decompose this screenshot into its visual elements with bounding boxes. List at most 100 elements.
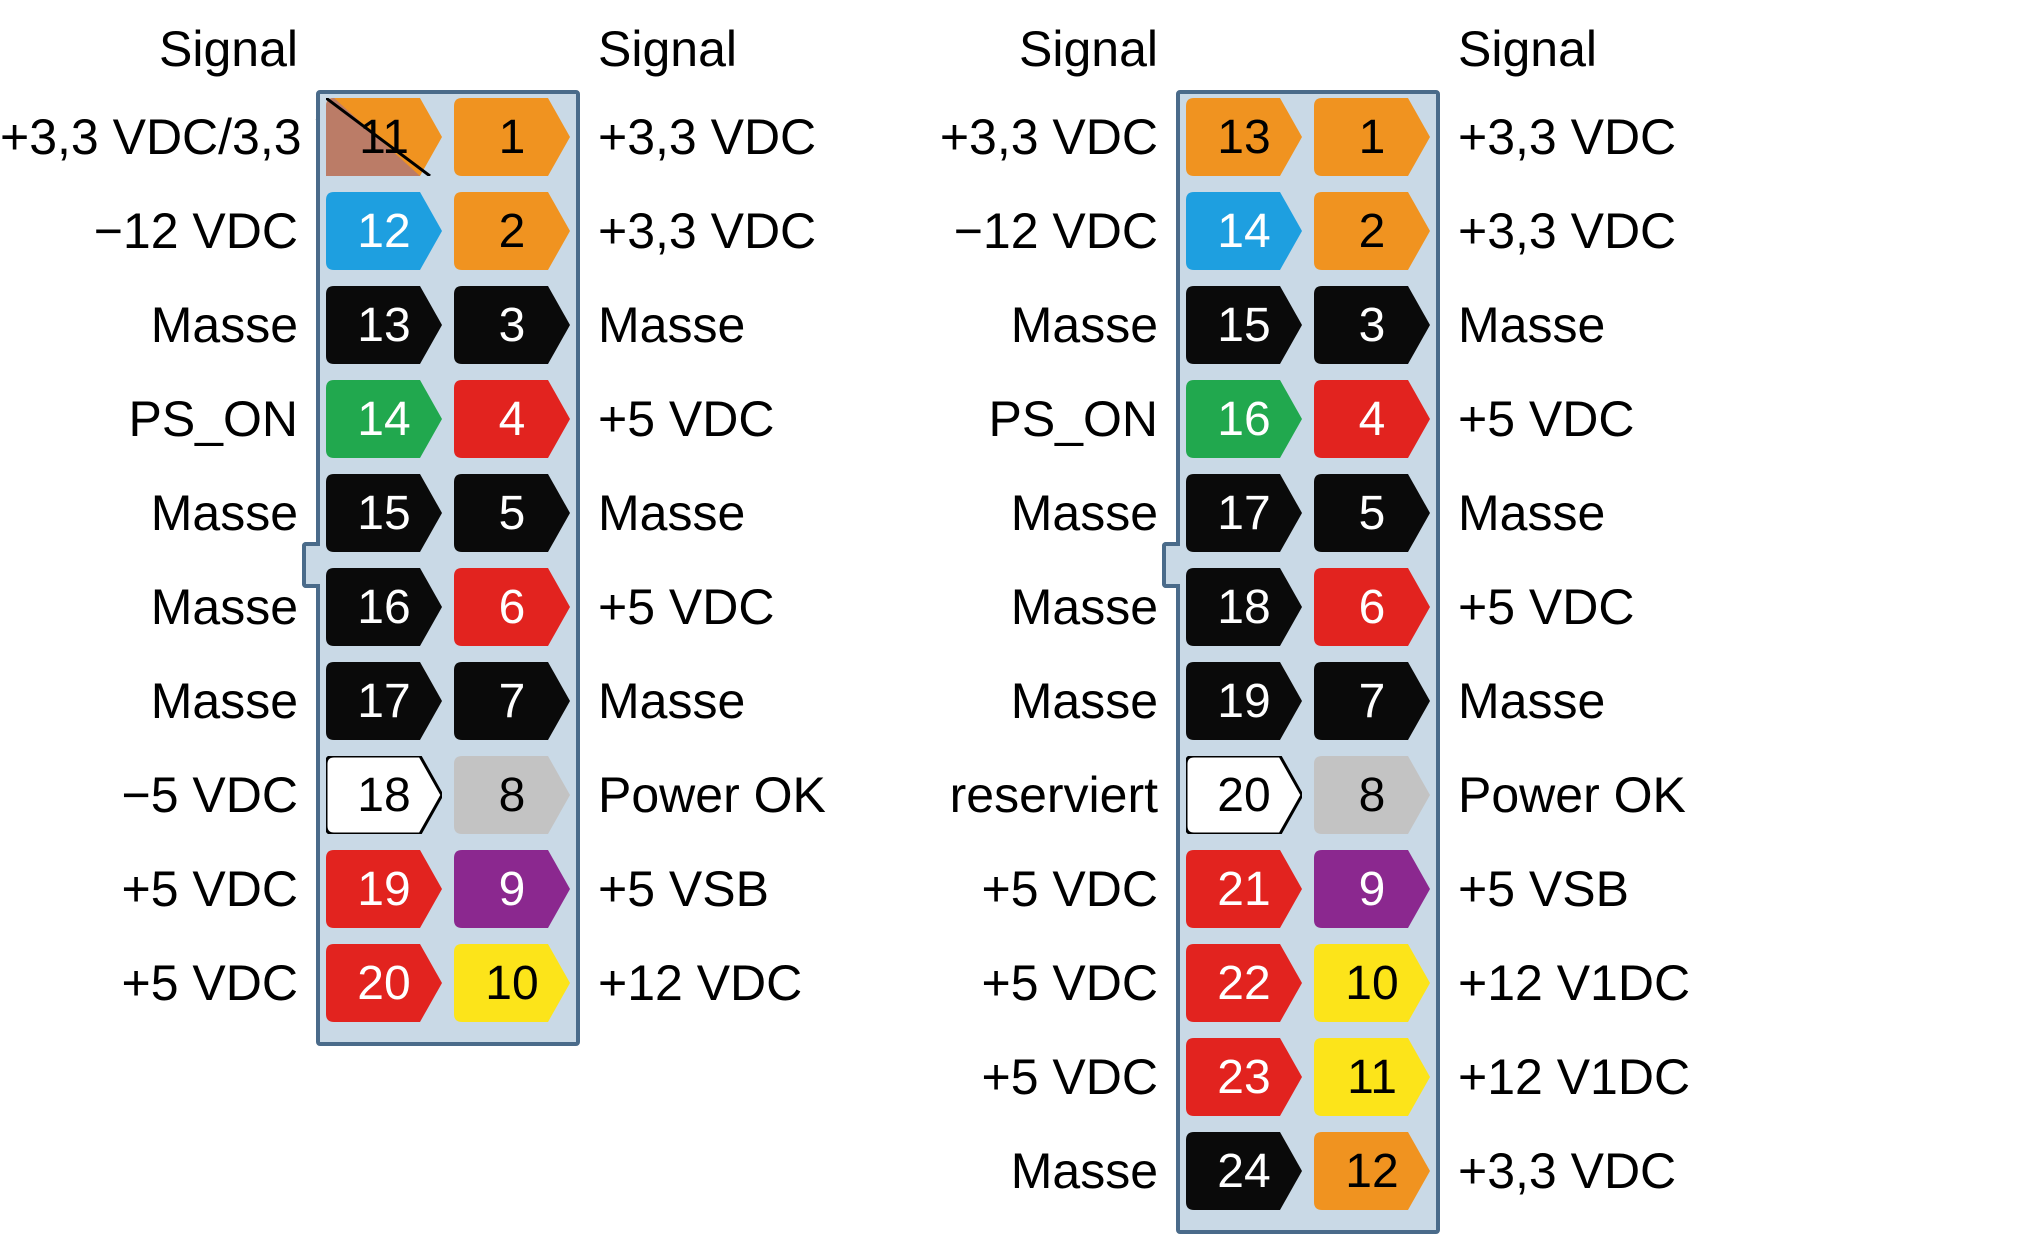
pin-label-right: Power OK <box>598 766 896 824</box>
pin-label-left: Masse <box>0 484 298 542</box>
pin-label-right: +5 VDC <box>598 390 896 448</box>
pin-label-left: Masse <box>920 578 1158 636</box>
pin-left: 18 <box>1186 568 1302 646</box>
pin-number: 4 <box>1359 392 1386 447</box>
pin-number: 17 <box>1217 486 1270 541</box>
pin-number: 6 <box>499 580 526 635</box>
pin-left: 19 <box>1186 662 1302 740</box>
pin-pair: 188 <box>326 756 570 834</box>
pin-row: Masse133Masse <box>0 278 896 372</box>
pin-pair: 155 <box>326 474 570 552</box>
pin-right: 11 <box>1314 1038 1430 1116</box>
pin-number: 3 <box>1359 298 1386 353</box>
pin-label-right: +5 VSB <box>598 860 896 918</box>
pin-pair: 2010 <box>326 944 570 1022</box>
pin-pair: 18 6 <box>1186 568 1430 646</box>
pin-number: 9 <box>1359 862 1386 917</box>
key-notch <box>1162 542 1180 588</box>
pin-number: 13 <box>357 298 410 353</box>
header-left: Signal <box>0 20 298 78</box>
pin-row: Masse 18 6 +5 VDC <box>920 560 1756 654</box>
pin-right: 6 <box>1314 568 1430 646</box>
pin-label-right: +3,3 VDC <box>1458 1142 1756 1200</box>
pin-right: 2 <box>454 192 570 270</box>
pin-label-left: +5 VDC <box>920 1048 1158 1106</box>
pin-number: 8 <box>1359 768 1386 823</box>
pin-number: 23 <box>1217 1050 1270 1105</box>
pin-number: 19 <box>1217 674 1270 729</box>
pin-number: 11 <box>359 110 409 165</box>
pin-number: 7 <box>499 674 526 729</box>
pin-row: Masse175Masse <box>920 466 1756 560</box>
pin-label-right: +3,3 VDC <box>1458 202 1756 260</box>
pin-label-right: Masse <box>598 672 896 730</box>
pin-row: +3,3 VDC131+3,3 VDC <box>920 90 1756 184</box>
pin-number: 18 <box>1217 580 1270 635</box>
pin-label-left: Masse <box>920 296 1158 354</box>
pin-pair: 16 4 <box>1186 380 1430 458</box>
pin-pair: 208 <box>1186 756 1430 834</box>
pin-label-left: −5 VDC <box>0 766 298 824</box>
pin-row: −12 VDC 142 +3,3 VDC <box>920 184 1756 278</box>
pin-number: 10 <box>1345 956 1398 1011</box>
pin-row: Masse 155 Masse <box>0 466 896 560</box>
pin-pair: 19 7 <box>1186 662 1430 740</box>
pin-row: +5 VDC219+5 VSB <box>920 842 1756 936</box>
pin-right: 6 <box>454 568 570 646</box>
pin-label-right: +12 V1DC <box>1458 1048 1756 1106</box>
pin-label-right: Masse <box>1458 672 1756 730</box>
pin-number: 13 <box>1217 110 1270 165</box>
pin-number: 20 <box>357 956 410 1011</box>
pin-label-left: +3,3 VDC/3,3 V sense <box>0 108 298 166</box>
pin-right: 3 <box>454 286 570 364</box>
pin-label-right: +5 VDC <box>1458 578 1756 636</box>
pin-left: 12 <box>326 192 442 270</box>
pin-right: 7 <box>454 662 570 740</box>
pin-left: 24 <box>1186 1132 1302 1210</box>
pin-row: reserviert208Power OK <box>920 748 1756 842</box>
pin-number: 18 <box>357 768 410 823</box>
pin-left: 17 <box>1186 474 1302 552</box>
pin-right: 4 <box>454 380 570 458</box>
pin-label-left: +5 VDC <box>0 954 298 1012</box>
pin-number: 6 <box>1359 580 1386 635</box>
pin-pair: 2412 <box>1186 1132 1430 1210</box>
pin-label-left: −12 VDC <box>0 202 298 260</box>
pin-number: 5 <box>1359 486 1386 541</box>
pin-number: 16 <box>357 580 410 635</box>
pin-number: 16 <box>1217 392 1270 447</box>
connector-atx20: SignalSignal+3,3 VDC/3,3 V sense111+3,3 … <box>0 20 896 1030</box>
pin-left: 16 <box>326 568 442 646</box>
pin-row: Masse197Masse <box>920 654 1756 748</box>
pin-left: 13 <box>326 286 442 364</box>
pin-right: 1 <box>454 98 570 176</box>
pin-label-left: −12 VDC <box>920 202 1158 260</box>
pin-row: PS_ON 16 4 +5 VDC <box>920 372 1756 466</box>
pin-number: 5 <box>499 486 526 541</box>
pin-number: 2 <box>1359 204 1386 259</box>
pin-right: 7 <box>1314 662 1430 740</box>
pin-label-right: +3,3 VDC <box>1458 108 1756 166</box>
pin-right: 10 <box>1314 944 1430 1022</box>
pin-pair: 177 <box>326 662 570 740</box>
pin-right: 5 <box>454 474 570 552</box>
pin-pair: 16 6 <box>326 568 570 646</box>
pin-label-left: +5 VDC <box>920 954 1158 1012</box>
pin-label-right: +12 VDC <box>598 954 896 1012</box>
pin-left: 21 <box>1186 850 1302 928</box>
pin-label-right: +3,3 VDC <box>598 202 896 260</box>
pin-right: 5 <box>1314 474 1430 552</box>
pin-label-left: PS_ON <box>920 390 1158 448</box>
pin-label-right: +5 VDC <box>1458 390 1756 448</box>
pin-label-left: Masse <box>920 1142 1158 1200</box>
pin-row: +5 VDC 23 11 +12 V1DC <box>920 1030 1756 1124</box>
pin-right: 2 <box>1314 192 1430 270</box>
pin-row: Masse166+5 VDC <box>0 560 896 654</box>
pin-pair: 142 <box>1186 192 1430 270</box>
pin-left: 14 <box>326 380 442 458</box>
pin-label-right: Power OK <box>1458 766 1756 824</box>
pin-label-left: Masse <box>920 484 1158 542</box>
pin-pair: 131 <box>1186 98 1430 176</box>
pin-row: +3,3 VDC/3,3 V sense111+3,3 VDC <box>0 90 896 184</box>
pin-label-right: Masse <box>598 484 896 542</box>
